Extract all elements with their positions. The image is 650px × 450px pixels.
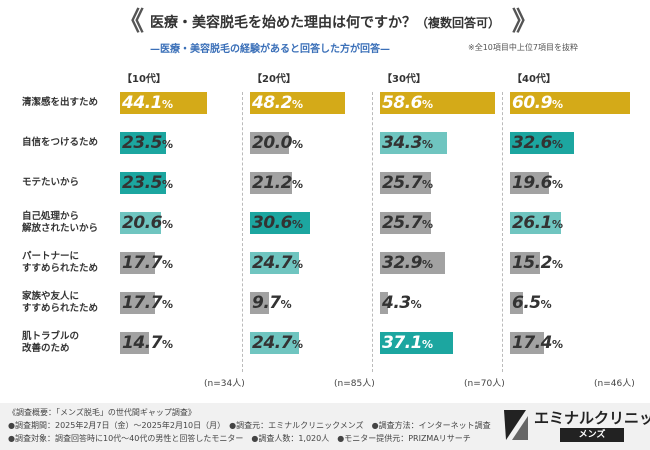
data-label: 20.0% (252, 133, 303, 153)
bar (120, 92, 207, 114)
data-label: 32.6% (512, 133, 563, 153)
data-label: 24.7% (252, 253, 303, 273)
column-separator (372, 92, 373, 372)
data-label: 25.7% (382, 173, 433, 193)
data-label: 17.4% (512, 333, 563, 353)
data-label: 17.7% (122, 253, 173, 273)
data-label: 15.2% (512, 253, 563, 273)
bar (510, 332, 545, 354)
title-bracket-left-icon: 《 (118, 7, 145, 37)
sample-size-label: (n=46人) (594, 379, 635, 389)
bar (380, 252, 445, 274)
data-label: 44.1% (122, 93, 173, 113)
bar (380, 332, 453, 354)
logo-text: エミナルクリニック (534, 409, 650, 427)
data-label: 32.9% (382, 253, 433, 273)
data-label: 24.7% (252, 333, 303, 353)
bar (120, 292, 155, 314)
bar (250, 172, 292, 194)
data-label: 20.6% (122, 213, 173, 233)
data-label: 30.6% (252, 213, 303, 233)
data-label: 60.9% (512, 93, 563, 113)
bar (250, 292, 270, 314)
footer: 《調査概要：「メンズ脱毛」の世代間ギャップ調査》 ●調査期間：2025年2月7日… (0, 403, 650, 450)
data-label: 58.6% (382, 93, 433, 113)
bar (510, 172, 549, 194)
top-note: ※全10項目中上位7項目を抜粋 (468, 43, 578, 52)
footer-line-1: 《調査概要：「メンズ脱毛」の世代間ギャップ調査》 (8, 408, 196, 417)
bar (120, 172, 167, 194)
data-label: 48.2% (252, 93, 303, 113)
data-label: 26.1% (512, 213, 563, 233)
bar (250, 332, 299, 354)
logo: エミナルクリニック メンズ (500, 406, 650, 444)
category-label: 自信をつけるため (22, 137, 99, 148)
bar (250, 132, 290, 154)
bar (380, 292, 389, 314)
category-label: 肌トラブルの 改善のため (22, 331, 80, 354)
bar (510, 212, 562, 234)
data-label: 34.3% (382, 133, 433, 153)
bar (120, 332, 149, 354)
column-separator (242, 92, 243, 372)
bar (120, 212, 161, 234)
data-label: 4.3% (382, 293, 422, 313)
bar (510, 292, 523, 314)
category-label: 家族や友人に すすめられたため (22, 291, 99, 314)
bar (250, 212, 311, 234)
data-label: 23.5% (122, 133, 173, 153)
category-label: 清潔感を出すため (22, 97, 99, 108)
sample-size-label: (n=34人) (204, 379, 245, 389)
logo-mark-icon (504, 410, 528, 440)
category-label: パートナーに すすめられたため (22, 251, 99, 274)
bar (380, 172, 431, 194)
footer-line-2: ●調査期間：2025年2月7日（金）〜2025年2月10日（月） ●調査元：エミ… (8, 421, 491, 430)
chart-subtitle: —医療・美容脱毛の経験があると回答した方が回答— (150, 44, 390, 55)
bar (380, 212, 431, 234)
chart-title-area: 《 医療・美容脱毛を始めた理由は何ですか？（複数回答可） 》 (0, 8, 650, 42)
sample-size-label: (n=70人) (464, 379, 505, 389)
bar (120, 252, 155, 274)
bar (120, 132, 167, 154)
data-label: 23.5% (122, 173, 173, 193)
series-label: 【40代】 (512, 74, 556, 85)
bar (510, 92, 630, 114)
column-separator (502, 92, 503, 372)
bar (380, 92, 496, 114)
sample-size-label: (n=85人) (334, 379, 375, 389)
data-label: 17.7% (122, 293, 173, 313)
data-label: 9.7% (252, 293, 292, 313)
bar (380, 132, 448, 154)
data-label: 6.5% (512, 293, 552, 313)
title-bracket-right-icon: 》 (512, 7, 539, 37)
series-label: 【20代】 (252, 74, 296, 85)
bar (250, 252, 299, 274)
category-label: モテたいから (22, 177, 80, 188)
bar (510, 132, 575, 154)
series-label: 【10代】 (122, 74, 166, 85)
logo-badge: メンズ (560, 428, 624, 442)
category-label: 自己処理から 解放されたいから (22, 211, 99, 234)
data-label: 14.7% (122, 333, 173, 353)
data-label: 25.7% (382, 213, 433, 233)
data-label: 19.6% (512, 173, 563, 193)
bar (250, 92, 345, 114)
chart-title-suffix: （複数回答可） (415, 16, 500, 30)
chart-title: 医療・美容脱毛を始めた理由は何ですか？（複数回答可） (0, 12, 650, 32)
footer-line-3: ●調査対象：調査回答時に10代〜40代の男性と回答したモニター ●調査人数：1,… (8, 434, 471, 443)
data-label: 21.2% (252, 173, 303, 193)
data-label: 37.1% (382, 333, 433, 353)
chart-title-main: 医療・美容脱毛を始めた理由は何ですか？ (149, 15, 416, 31)
bar (510, 252, 540, 274)
series-label: 【30代】 (382, 74, 426, 85)
